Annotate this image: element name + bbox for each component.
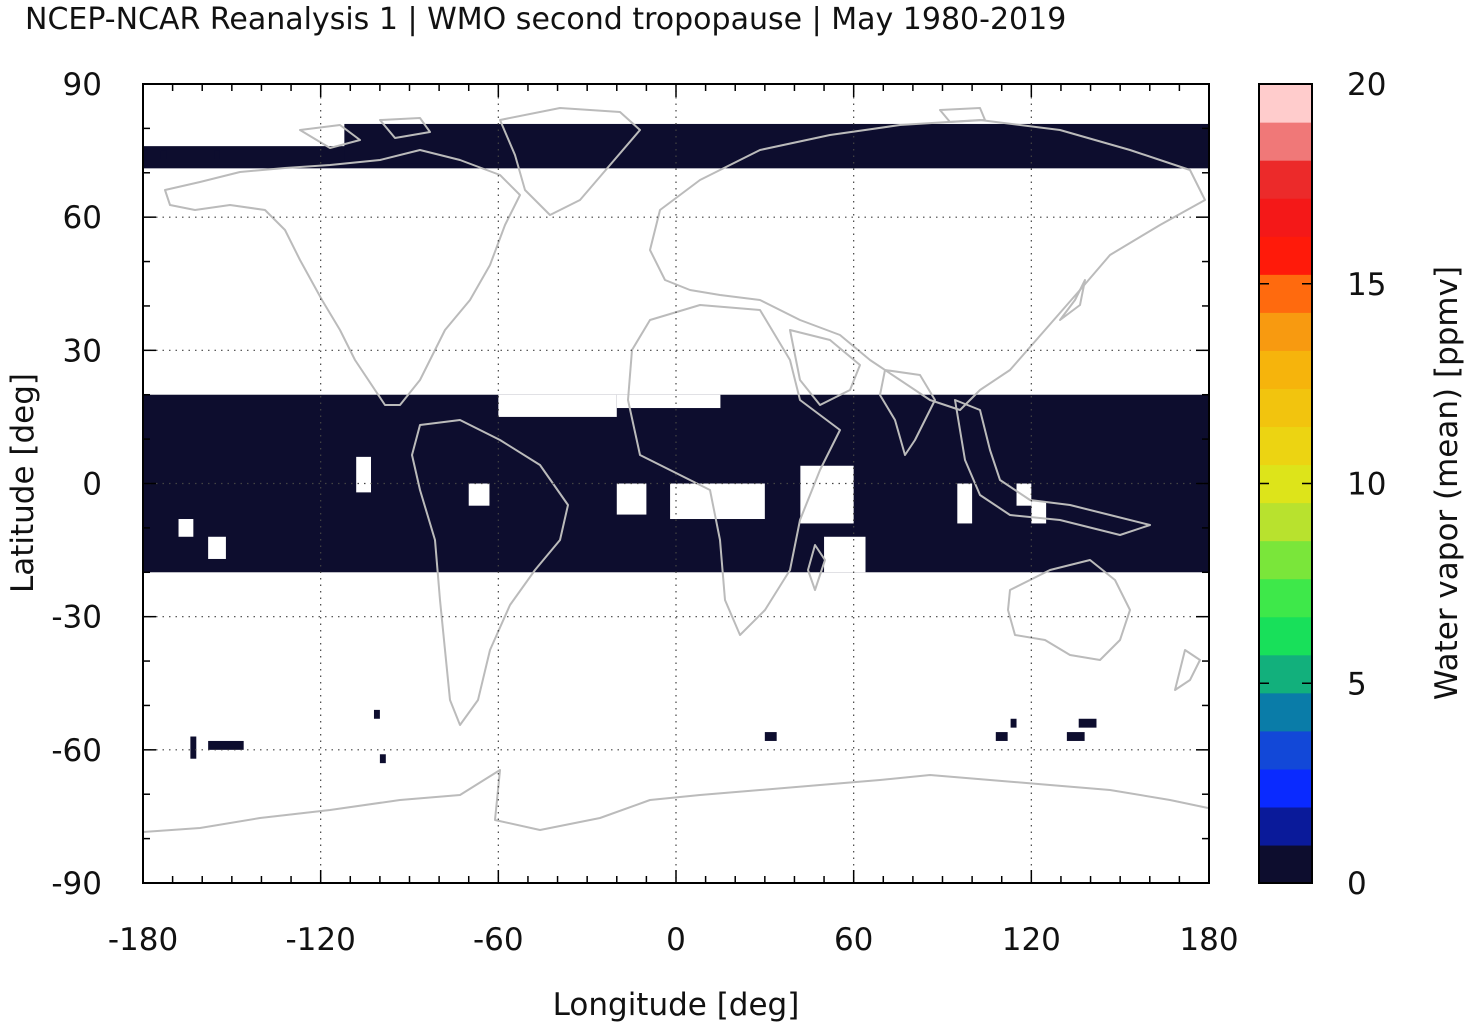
no-data-gap xyxy=(208,536,226,559)
colorbar-segment xyxy=(1259,578,1312,618)
coastline-india xyxy=(879,369,936,456)
low-vapor-cell xyxy=(373,709,380,719)
colorbar-segment xyxy=(1259,616,1312,656)
low-vapor-cell xyxy=(995,732,1008,741)
low-vapor-cell xyxy=(379,754,386,764)
coastline-eurasia xyxy=(649,119,1206,411)
colorbar-tick-label: 0 xyxy=(1347,866,1367,902)
x-tick-label: 60 xyxy=(834,922,873,958)
x-tick-label: -120 xyxy=(285,922,355,958)
no-data-gap xyxy=(468,483,490,506)
low-vapor-cell xyxy=(1066,732,1085,741)
map-fill-layer xyxy=(143,123,1209,764)
no-data-gap xyxy=(670,483,765,520)
colorbar-segment xyxy=(1259,236,1312,275)
colorbar-segment xyxy=(1259,768,1312,808)
coastline-north-america xyxy=(164,149,521,406)
no-data-gap xyxy=(800,465,854,524)
coastline-japan xyxy=(1059,279,1086,321)
x-tick-label: 0 xyxy=(666,922,686,958)
no-data-gap xyxy=(1016,483,1032,506)
low-vapor-cell xyxy=(1010,718,1017,728)
x-axis-label: Longitude [deg] xyxy=(553,987,800,1023)
no-data-gap xyxy=(1031,501,1047,524)
coastline-australia xyxy=(1007,559,1131,661)
colorbar-segment xyxy=(1259,730,1312,770)
colorbar-segment xyxy=(1259,540,1312,580)
no-data-gap xyxy=(824,536,866,573)
x-tick-label: 120 xyxy=(1002,922,1061,958)
colorbar-label: Water vapor (mean) [ppmv] xyxy=(1429,266,1465,700)
colorbar-tick-label: 10 xyxy=(1347,467,1386,503)
colorbar-segment xyxy=(1259,274,1312,313)
y-tick-label: -30 xyxy=(51,600,102,636)
colorbar-segment xyxy=(1259,692,1312,732)
colorbar-segment xyxy=(1259,502,1312,542)
colorbar-segment xyxy=(1259,426,1312,466)
coastline-layer xyxy=(142,107,1209,833)
colorbar-segment xyxy=(1259,350,1312,389)
no-data-gap xyxy=(616,394,721,409)
no-data-gap xyxy=(957,483,973,524)
colorbar-segment xyxy=(1259,160,1312,199)
y-tick-label: -60 xyxy=(51,733,102,769)
y-tick-label: 30 xyxy=(63,333,102,369)
coastline-new-zealand xyxy=(1174,649,1201,691)
low-vapor-region xyxy=(344,123,1209,164)
colorbar-segment xyxy=(1259,654,1312,694)
low-vapor-cell xyxy=(190,736,197,759)
y-tick-label: 90 xyxy=(63,67,102,103)
colorbar-tick-label: 5 xyxy=(1347,666,1367,702)
no-data-gap xyxy=(616,483,647,515)
y-tick-label: -90 xyxy=(51,866,102,902)
no-data-gap xyxy=(178,519,194,537)
low-vapor-cell xyxy=(208,740,244,750)
colorbar-segment xyxy=(1259,844,1312,884)
colorbar-segment xyxy=(1259,388,1312,428)
y-tick-label: 60 xyxy=(63,200,102,236)
colorbar-tick-label: 15 xyxy=(1347,267,1386,303)
colorbar-segment xyxy=(1259,198,1312,237)
no-data-gap xyxy=(356,456,372,493)
x-tick-label: -180 xyxy=(108,922,178,958)
low-vapor-cell xyxy=(214,150,220,160)
chart-title: NCEP-NCAR Reanalysis 1 | WMO second trop… xyxy=(25,2,1067,37)
no-data-gap xyxy=(498,394,617,417)
colorbar-segment xyxy=(1259,312,1312,351)
coastline-madagascar xyxy=(807,544,826,591)
coastline-arctic-islands xyxy=(299,107,986,149)
colorbar-segment xyxy=(1259,84,1312,123)
coastline-greenland xyxy=(499,107,641,216)
low-vapor-cell xyxy=(160,150,167,160)
y-tick-label: 0 xyxy=(82,467,102,503)
tick-layer: -180 -120 -60 0 60 120 180 90 60 30 0 -30 -60 -90 xyxy=(51,67,1238,958)
grid-layer xyxy=(143,84,1209,883)
colorbar-tick-label: 20 xyxy=(1347,67,1386,103)
coastline-africa xyxy=(627,304,841,636)
coastline-antarctica xyxy=(142,769,1209,833)
colorbar: 0 5 10 15 20 xyxy=(1258,67,1386,902)
colorbar-segment xyxy=(1259,806,1312,846)
x-tick-label: 180 xyxy=(1179,922,1238,958)
low-vapor-cell xyxy=(1078,718,1097,728)
coastline-se-asia xyxy=(954,399,1151,536)
coastline-arabia xyxy=(789,329,861,406)
low-vapor-cell xyxy=(764,732,777,741)
y-axis-label: Latitude [deg] xyxy=(5,373,41,593)
colorbar-segment xyxy=(1259,122,1312,161)
coastline-south-america xyxy=(411,419,569,726)
x-tick-label: -60 xyxy=(473,922,524,958)
